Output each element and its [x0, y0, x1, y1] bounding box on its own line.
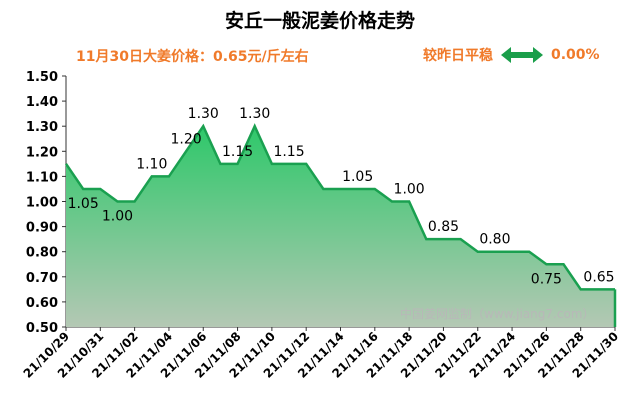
change-label: 较昨日平稳 [423, 48, 493, 64]
y-tick-label: 0.80 [26, 246, 58, 261]
data-label: 1.15 [273, 144, 304, 160]
data-label: 1.05 [342, 169, 373, 185]
data-label: 1.20 [171, 131, 202, 147]
data-label: 0.80 [479, 232, 510, 248]
y-tick-label: 1.40 [26, 95, 58, 110]
change-indicator: 较昨日平稳 0.00% [423, 46, 600, 64]
data-label: 1.10 [136, 156, 167, 172]
data-label: 0.65 [583, 269, 614, 285]
y-tick-label: 1.30 [26, 120, 58, 135]
y-tick-label: 0.70 [26, 271, 58, 286]
price-summary: 11月30日大姜价格：0.65元/斤左右 [76, 49, 309, 65]
data-label: 0.75 [531, 271, 562, 287]
data-label: 0.85 [428, 219, 459, 235]
y-tick-label: 1.00 [26, 196, 58, 211]
chart-title: 安丘一般泥姜价格走势 [224, 10, 415, 32]
y-tick-label: 0.90 [26, 221, 58, 236]
y-tick-label: 0.50 [26, 321, 58, 336]
watermark: 中国姜网监制（www.jiang7.com） [400, 306, 594, 321]
y-tick-label: 1.50 [26, 70, 58, 85]
data-label: 1.00 [394, 182, 425, 198]
change-value: 0.00% [551, 47, 600, 63]
y-tick-label: 0.60 [26, 296, 58, 311]
y-tick-label: 1.20 [26, 145, 58, 160]
data-label: 1.30 [239, 106, 270, 122]
data-label: 1.05 [68, 196, 99, 212]
data-label: 1.00 [102, 209, 133, 225]
data-label: 1.30 [188, 106, 219, 122]
y-tick-label: 1.10 [26, 170, 58, 185]
data-label: 1.15 [222, 144, 253, 160]
price-line [64, 123, 615, 291]
price-area-fill [66, 126, 615, 327]
double-arrow-icon [501, 47, 543, 63]
